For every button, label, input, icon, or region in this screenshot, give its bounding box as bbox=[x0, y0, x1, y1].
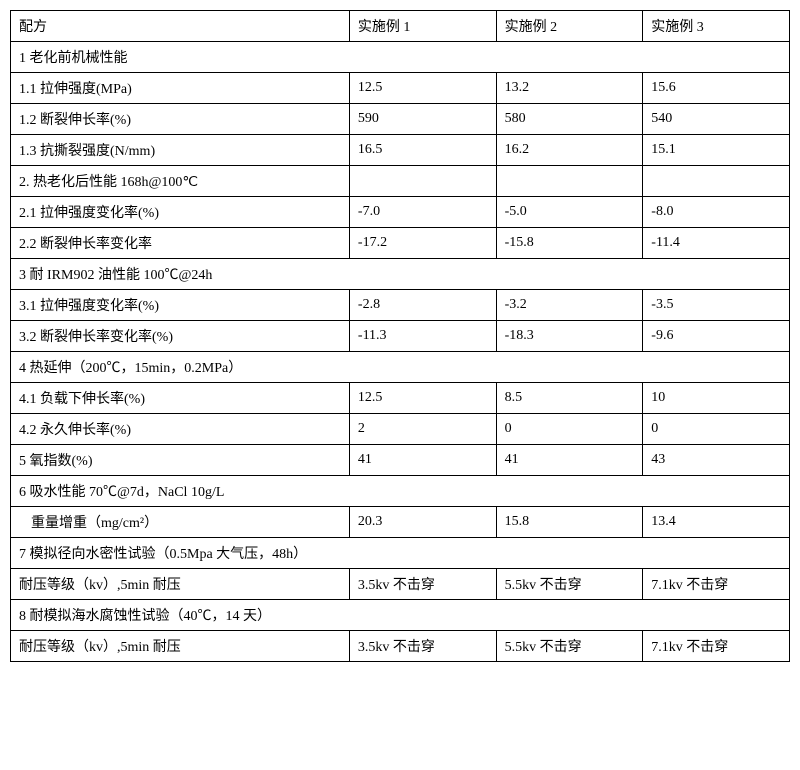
cell-empty bbox=[643, 166, 790, 197]
cell-value: 12.5 bbox=[349, 73, 496, 104]
cell-value: 5.5kv 不击穿 bbox=[496, 569, 643, 600]
row-label: 1.3 抗撕裂强度(N/mm) bbox=[11, 135, 350, 166]
data-table: 配方 实施例 1 实施例 2 实施例 3 1 老化前机械性能 1.1 拉伸强度(… bbox=[10, 10, 790, 662]
table-row: 8 耐模拟海水腐蚀性试验（40℃，14 天） bbox=[11, 600, 790, 631]
row-label: 5 氧指数(%) bbox=[11, 445, 350, 476]
table-row: 重量增重（mg/cm²） 20.3 15.8 13.4 bbox=[11, 507, 790, 538]
cell-value: -5.0 bbox=[496, 197, 643, 228]
section-title: 7 模拟径向水密性试验（0.5Mpa 大气压，48h） bbox=[11, 538, 790, 569]
table-row: 耐压等级（kv）,5min 耐压 3.5kv 不击穿 5.5kv 不击穿 7.1… bbox=[11, 631, 790, 662]
table-row: 4.2 永久伸长率(%) 2 0 0 bbox=[11, 414, 790, 445]
section-title: 2. 热老化后性能 168h@100℃ bbox=[11, 166, 350, 197]
cell-value: 0 bbox=[643, 414, 790, 445]
table-row: 2.1 拉伸强度变化率(%) -7.0 -5.0 -8.0 bbox=[11, 197, 790, 228]
cell-value: 15.8 bbox=[496, 507, 643, 538]
table-row: 1.2 断裂伸长率(%) 590 580 540 bbox=[11, 104, 790, 135]
cell-value: -2.8 bbox=[349, 290, 496, 321]
table-row: 4 热延伸（200℃，15min，0.2MPa） bbox=[11, 352, 790, 383]
cell-value: 7.1kv 不击穿 bbox=[643, 569, 790, 600]
cell-value: -9.6 bbox=[643, 321, 790, 352]
cell-value: -11.4 bbox=[643, 228, 790, 259]
section-title: 1 老化前机械性能 bbox=[11, 42, 790, 73]
table-row: 7 模拟径向水密性试验（0.5Mpa 大气压，48h） bbox=[11, 538, 790, 569]
row-label: 1.1 拉伸强度(MPa) bbox=[11, 73, 350, 104]
cell-value: 7.1kv 不击穿 bbox=[643, 631, 790, 662]
table-row: 5 氧指数(%) 41 41 43 bbox=[11, 445, 790, 476]
row-label: 重量增重（mg/cm²） bbox=[11, 507, 350, 538]
table-row: 1.3 抗撕裂强度(N/mm) 16.5 16.2 15.1 bbox=[11, 135, 790, 166]
section-title: 6 吸水性能 70℃@7d，NaCl 10g/L bbox=[11, 476, 790, 507]
table-row: 3.1 拉伸强度变化率(%) -2.8 -3.2 -3.5 bbox=[11, 290, 790, 321]
cell-value: 10 bbox=[643, 383, 790, 414]
section-title: 3 耐 IRM902 油性能 100℃@24h bbox=[11, 259, 790, 290]
cell-value: 2 bbox=[349, 414, 496, 445]
cell-value: 16.5 bbox=[349, 135, 496, 166]
cell-value: 43 bbox=[643, 445, 790, 476]
row-label: 4.2 永久伸长率(%) bbox=[11, 414, 350, 445]
table-row: 1.1 拉伸强度(MPa) 12.5 13.2 15.6 bbox=[11, 73, 790, 104]
cell-value: -8.0 bbox=[643, 197, 790, 228]
cell-value: 540 bbox=[643, 104, 790, 135]
table-row: 耐压等级（kv）,5min 耐压 3.5kv 不击穿 5.5kv 不击穿 7.1… bbox=[11, 569, 790, 600]
cell-value: 13.4 bbox=[643, 507, 790, 538]
row-label: 3.1 拉伸强度变化率(%) bbox=[11, 290, 350, 321]
cell-value: -3.2 bbox=[496, 290, 643, 321]
row-label: 1.2 断裂伸长率(%) bbox=[11, 104, 350, 135]
cell-value: 3.5kv 不击穿 bbox=[349, 569, 496, 600]
cell-value: 590 bbox=[349, 104, 496, 135]
row-label: 2.2 断裂伸长率变化率 bbox=[11, 228, 350, 259]
table-row: 4.1 负载下伸长率(%) 12.5 8.5 10 bbox=[11, 383, 790, 414]
cell-value: 16.2 bbox=[496, 135, 643, 166]
cell-value: 12.5 bbox=[349, 383, 496, 414]
row-label: 2.1 拉伸强度变化率(%) bbox=[11, 197, 350, 228]
cell-value: 5.5kv 不击穿 bbox=[496, 631, 643, 662]
cell-value: -7.0 bbox=[349, 197, 496, 228]
cell-value: 15.1 bbox=[643, 135, 790, 166]
cell-value: -17.2 bbox=[349, 228, 496, 259]
cell-value: -3.5 bbox=[643, 290, 790, 321]
row-label: 耐压等级（kv）,5min 耐压 bbox=[11, 569, 350, 600]
cell-value: -15.8 bbox=[496, 228, 643, 259]
row-label: 3.2 断裂伸长率变化率(%) bbox=[11, 321, 350, 352]
table-row: 1 老化前机械性能 bbox=[11, 42, 790, 73]
row-label: 耐压等级（kv）,5min 耐压 bbox=[11, 631, 350, 662]
table-row: 2. 热老化后性能 168h@100℃ bbox=[11, 166, 790, 197]
section-title: 4 热延伸（200℃，15min，0.2MPa） bbox=[11, 352, 790, 383]
header-cell: 实施例 3 bbox=[643, 11, 790, 42]
cell-value: -11.3 bbox=[349, 321, 496, 352]
cell-value: 3.5kv 不击穿 bbox=[349, 631, 496, 662]
cell-value: 41 bbox=[349, 445, 496, 476]
row-label: 4.1 负载下伸长率(%) bbox=[11, 383, 350, 414]
header-cell: 实施例 1 bbox=[349, 11, 496, 42]
cell-empty bbox=[349, 166, 496, 197]
table-row: 3.2 断裂伸长率变化率(%) -11.3 -18.3 -9.6 bbox=[11, 321, 790, 352]
table-row: 6 吸水性能 70℃@7d，NaCl 10g/L bbox=[11, 476, 790, 507]
cell-value: 8.5 bbox=[496, 383, 643, 414]
table-row: 配方 实施例 1 实施例 2 实施例 3 bbox=[11, 11, 790, 42]
section-title: 8 耐模拟海水腐蚀性试验（40℃，14 天） bbox=[11, 600, 790, 631]
cell-value: -18.3 bbox=[496, 321, 643, 352]
cell-value: 15.6 bbox=[643, 73, 790, 104]
cell-value: 13.2 bbox=[496, 73, 643, 104]
cell-empty bbox=[496, 166, 643, 197]
cell-value: 41 bbox=[496, 445, 643, 476]
header-cell: 实施例 2 bbox=[496, 11, 643, 42]
table-row: 2.2 断裂伸长率变化率 -17.2 -15.8 -11.4 bbox=[11, 228, 790, 259]
table-row: 3 耐 IRM902 油性能 100℃@24h bbox=[11, 259, 790, 290]
cell-value: 20.3 bbox=[349, 507, 496, 538]
cell-value: 0 bbox=[496, 414, 643, 445]
cell-value: 580 bbox=[496, 104, 643, 135]
header-cell: 配方 bbox=[11, 11, 350, 42]
